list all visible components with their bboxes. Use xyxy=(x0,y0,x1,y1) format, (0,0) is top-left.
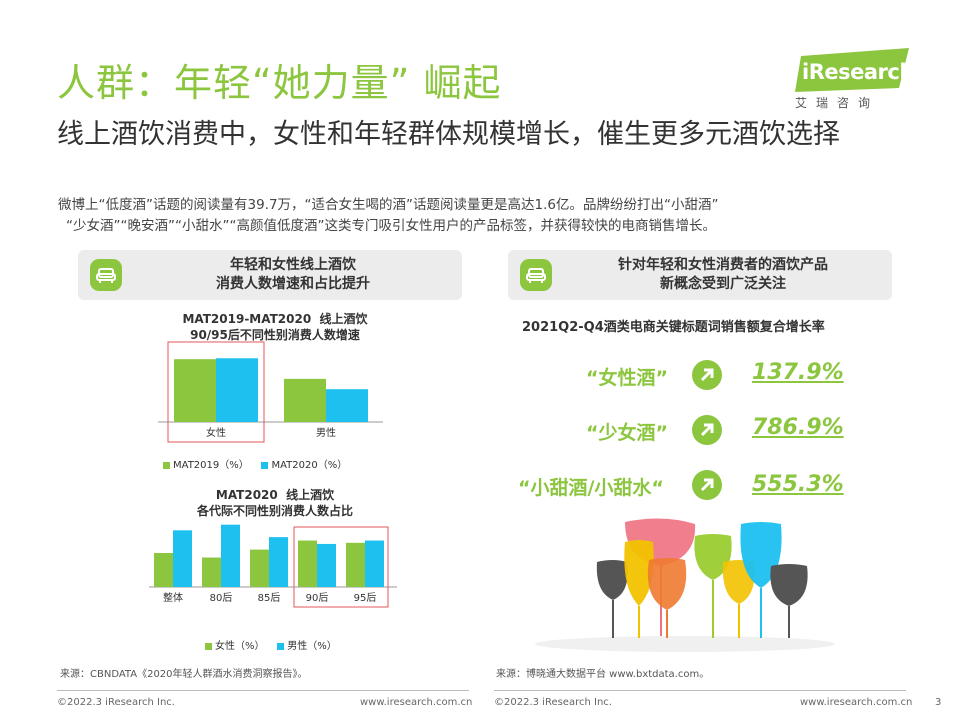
source-right: 来源：博晓通大数据平台 www.bxtdata.com。 xyxy=(496,669,710,680)
chart2-svg: 整体 80后 85后 90后 95后 xyxy=(149,524,397,608)
growth-title: 2021Q2-Q4酒类电商关键标题词销售额复合增长率 xyxy=(522,320,825,335)
bar-男性-MAT2019（%） xyxy=(284,378,326,422)
arrow-up-right-icon xyxy=(692,470,722,500)
source-left: 来源：CBNDATA《2020年轻人群酒水消费洞察报告》。 xyxy=(60,669,308,680)
right-panel-line-2: 新概念受到广泛关注 xyxy=(660,276,786,292)
chart1-title: MAT2019-MAT2020 线上酒饮 90/95后不同性别消费人数增速 xyxy=(140,311,410,343)
right-panel-line-1: 针对年轻和女性消费者的酒饮产品 xyxy=(618,257,828,273)
chart1-svg: 女性 男性 xyxy=(158,341,383,443)
intro-line-1: 微博上“低度酒”话题的阅读量有39.7万，“适合女生喝的酒”话题阅读量更是高达1… xyxy=(58,197,719,213)
page-number: 3 xyxy=(935,697,942,708)
copyright-left: ©2022.3 iResearch Inc. xyxy=(57,697,175,708)
arrow-up-right-icon xyxy=(692,415,722,445)
website-link-left[interactable]: www.iresearch.com.cn xyxy=(360,697,473,708)
x-tick-label: 整体 xyxy=(163,591,183,604)
bar-95后-男性（%） xyxy=(365,540,384,587)
x-tick-label: 95后 xyxy=(354,592,377,604)
legend-swatch-male xyxy=(277,642,285,650)
left-panel-line-1: 年轻和女性线上酒饮 xyxy=(230,257,356,273)
intro-paragraph: 微博上“低度酒”话题的阅读量有39.7万，“适合女生喝的酒”话题阅读量更是高达1… xyxy=(58,195,918,237)
logo-wordmark: iResearch xyxy=(802,60,914,84)
bar-90后-女性（%） xyxy=(298,540,317,587)
chart1-legend-mat2019: MAT2019（%） xyxy=(173,460,249,471)
chart2-title-line-1: MAT2020 线上酒饮 xyxy=(215,488,335,502)
chart2-title-line-2: 各代际不同性别消费人数占比 xyxy=(196,504,353,518)
wine-glasses-illustration xyxy=(535,518,835,652)
chart2-legend-male: 男性（%） xyxy=(287,641,337,652)
left-panel-header: 年轻和女性线上酒饮 消费人数增速和占比提升 xyxy=(78,250,462,300)
sofa-icon xyxy=(90,259,122,291)
growth-value-female-wine: 137.9% xyxy=(752,360,844,385)
x-tick-label: 女性 xyxy=(206,426,226,439)
chart2-legend: 女性（%） 男性（%） xyxy=(205,637,337,652)
bar-95后-女性（%） xyxy=(346,542,365,587)
growth-value-sweet-wine: 555.3% xyxy=(752,472,844,497)
bar-85后-女性（%） xyxy=(250,549,269,587)
x-tick-label: 80后 xyxy=(210,592,233,604)
intro-line-2: “少女酒”“晚安酒”“小甜水”“高颜值低度酒”这类专门吸引女性用户的产品标签，并… xyxy=(66,218,716,234)
chart1-legend: MAT2019（%） MAT2020（%） xyxy=(163,456,347,471)
arrow-up-right-icon xyxy=(692,360,722,390)
legend-swatch-mat2020 xyxy=(261,461,269,469)
legend-swatch-female xyxy=(205,642,212,650)
bar-整体-男性（%） xyxy=(173,530,192,587)
chart1-legend-mat2020: MAT2020（%） xyxy=(271,460,348,471)
copyright-right: ©2022.3 iResearch Inc. xyxy=(494,697,612,708)
iresearch-logo-mark xyxy=(795,48,909,92)
chart2-title: MAT2020 线上酒饮 各代际不同性别消费人数占比 xyxy=(140,487,410,519)
bar-90后-男性（%） xyxy=(317,543,336,587)
logo-subtitle: 艾瑞咨询 xyxy=(795,96,880,110)
footer-divider-left xyxy=(57,690,469,691)
x-tick-label: 90后 xyxy=(306,592,329,604)
highlight-box xyxy=(167,341,265,443)
right-panel-header: 针对年轻和女性消费者的酒饮产品 新概念受到广泛关注 xyxy=(508,250,892,300)
bar-整体-女性（%） xyxy=(154,553,173,587)
website-link-right[interactable]: www.iresearch.com.cn xyxy=(800,697,913,708)
growth-value-girl-wine: 786.9% xyxy=(752,415,844,440)
bar-85后-男性（%） xyxy=(269,537,288,587)
keyword-female-wine: “女性酒” xyxy=(586,367,668,389)
x-tick-label: 85后 xyxy=(258,592,281,604)
page-title: 人群：年轻“她力量” 崛起 xyxy=(57,61,502,105)
footer-divider-right xyxy=(494,690,906,691)
keyword-girl-wine: “少女酒” xyxy=(586,422,668,444)
chart2-legend-female: 女性（%） xyxy=(215,641,265,652)
sofa-icon xyxy=(520,259,552,291)
bar-80后-女性（%） xyxy=(202,557,221,587)
chart1-title-line-2: 90/95后不同性别消费人数增速 xyxy=(190,328,360,342)
chart1-title-line-1: MAT2019-MAT2020 线上酒饮 xyxy=(182,312,368,326)
legend-swatch-mat2019 xyxy=(163,461,170,469)
bar-女性-MAT2020（%） xyxy=(216,358,258,422)
x-tick-label: 男性 xyxy=(316,426,336,439)
bar-80后-男性（%） xyxy=(221,524,240,587)
bar-男性-MAT2020（%） xyxy=(326,389,368,422)
highlight-box xyxy=(293,526,389,608)
page-subtitle: 线上酒饮消费中，女性和年轻群体规模增长，催生更多元酒饮选择 xyxy=(57,119,840,150)
left-panel-line-2: 消费人数增速和占比提升 xyxy=(216,276,370,292)
keyword-sweet-wine: “小甜酒/小甜水“ xyxy=(518,477,664,499)
bar-女性-MAT2019（%） xyxy=(174,359,216,422)
